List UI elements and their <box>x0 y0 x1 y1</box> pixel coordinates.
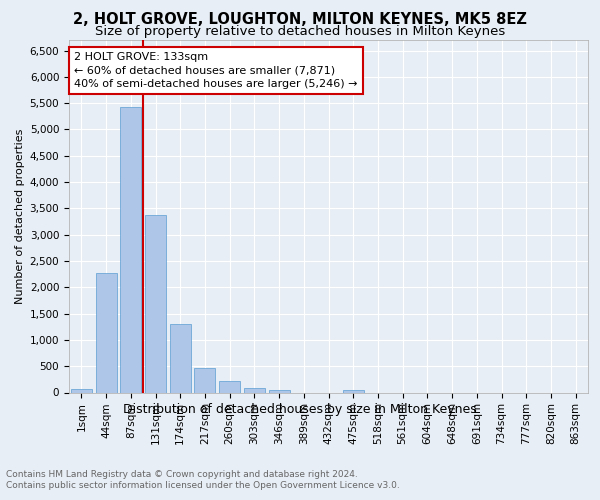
Bar <box>145 215 166 392</box>
Text: Size of property relative to detached houses in Milton Keynes: Size of property relative to detached ho… <box>95 25 505 38</box>
Bar <box>170 324 191 392</box>
Y-axis label: Number of detached properties: Number of detached properties <box>16 128 25 304</box>
Text: 2, HOLT GROVE, LOUGHTON, MILTON KEYNES, MK5 8EZ: 2, HOLT GROVE, LOUGHTON, MILTON KEYNES, … <box>73 12 527 28</box>
Bar <box>219 381 240 392</box>
Text: Distribution of detached houses by size in Milton Keynes: Distribution of detached houses by size … <box>123 402 477 415</box>
Bar <box>244 388 265 392</box>
Bar <box>95 272 116 392</box>
Text: 2 HOLT GROVE: 133sqm
← 60% of detached houses are smaller (7,871)
40% of semi-de: 2 HOLT GROVE: 133sqm ← 60% of detached h… <box>74 52 358 88</box>
Bar <box>343 390 364 392</box>
Text: Contains HM Land Registry data © Crown copyright and database right 2024.: Contains HM Land Registry data © Crown c… <box>6 470 358 479</box>
Bar <box>120 107 141 393</box>
Text: Contains public sector information licensed under the Open Government Licence v3: Contains public sector information licen… <box>6 481 400 490</box>
Bar <box>269 390 290 392</box>
Bar <box>194 368 215 392</box>
Bar <box>71 389 92 392</box>
